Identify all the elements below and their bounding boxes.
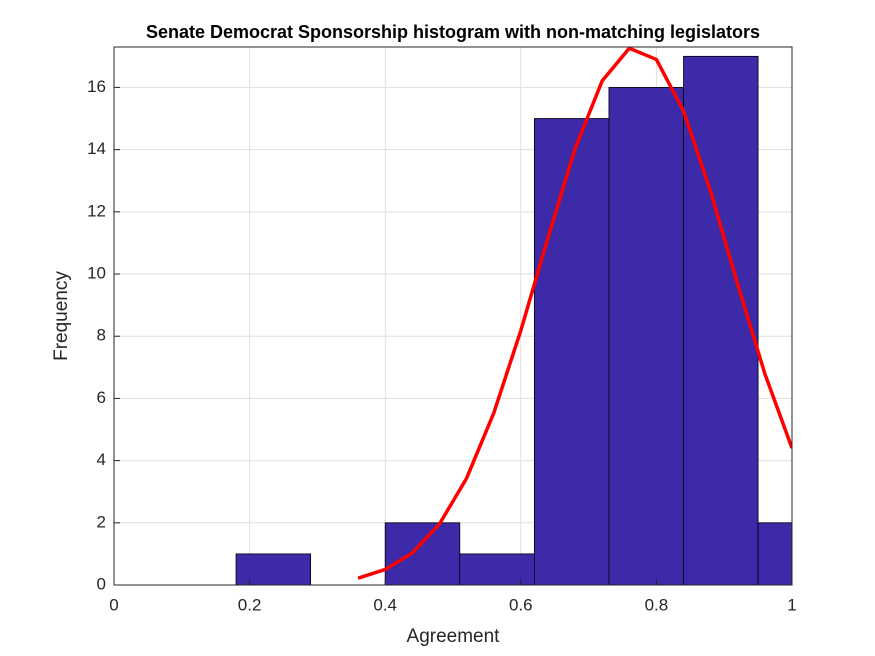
x-tick-label: 0	[109, 595, 118, 614]
y-axis-label: Frequency	[51, 271, 72, 361]
fit-curve	[357, 47, 792, 580]
y-tick-label: 14	[87, 139, 106, 158]
bar	[235, 553, 312, 585]
y-tick-label: 6	[97, 388, 106, 407]
x-tick-label: 0.4	[373, 595, 397, 614]
x-tick-label: 0.6	[509, 595, 533, 614]
x-tick-label: 0.8	[645, 595, 669, 614]
y-tick-label: 16	[87, 77, 106, 96]
bar	[459, 553, 535, 585]
bar	[757, 522, 792, 585]
x-tick-label: 1	[787, 595, 796, 614]
bar	[384, 522, 461, 585]
bar	[608, 87, 684, 585]
y-tick-label: 12	[87, 201, 106, 220]
x-axis-label: Agreement	[407, 626, 501, 647]
y-tick-label: 8	[97, 326, 106, 345]
bar	[533, 118, 610, 585]
y-tick-label: 2	[97, 512, 106, 531]
plot-frame	[113, 46, 793, 586]
x-tick-label: 0.2	[238, 595, 262, 614]
y-tick-label: 0	[97, 574, 106, 593]
chart-title: Senate Democrat Sponsorship histogram wi…	[146, 22, 760, 42]
bars	[235, 55, 792, 585]
fit	[357, 47, 792, 580]
y-tick-label: 4	[97, 450, 106, 469]
y-tick-label: 10	[87, 264, 106, 283]
